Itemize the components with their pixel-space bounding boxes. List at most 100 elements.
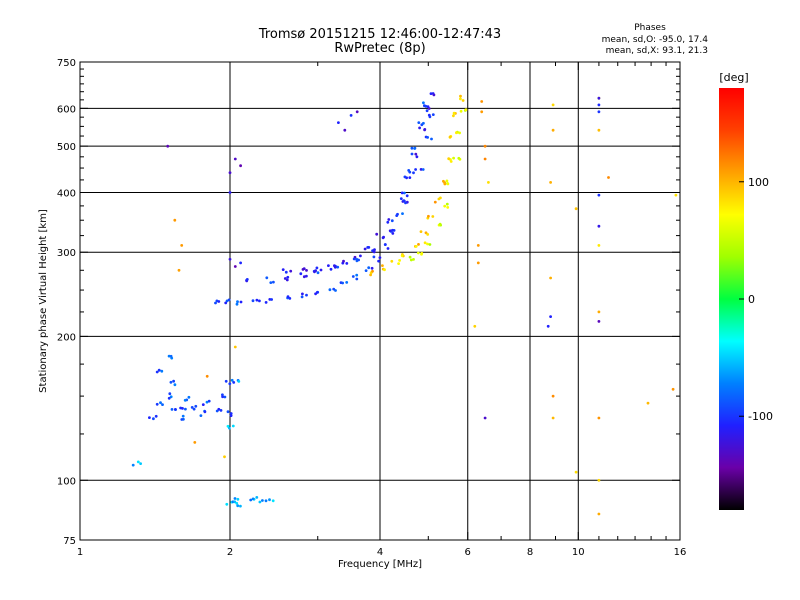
data-point xyxy=(408,170,412,174)
data-point xyxy=(607,176,610,179)
data-point xyxy=(438,222,442,226)
data-point xyxy=(285,278,289,282)
data-point xyxy=(288,297,292,300)
data-point xyxy=(300,295,304,299)
data-point xyxy=(264,499,268,503)
series xyxy=(131,378,275,508)
data-point xyxy=(401,212,404,216)
data-point xyxy=(433,200,437,204)
data-point xyxy=(597,478,601,482)
data-point xyxy=(425,109,429,113)
data-point xyxy=(265,276,269,280)
data-point xyxy=(355,277,359,281)
data-point xyxy=(230,378,234,382)
data-point xyxy=(177,268,181,272)
data-point xyxy=(418,126,421,130)
data-point xyxy=(574,207,578,211)
data-point xyxy=(597,310,601,314)
data-point xyxy=(597,224,601,228)
x-tick-label: 2 xyxy=(227,547,233,558)
y-tick-label: 400 xyxy=(57,188,76,199)
data-point xyxy=(549,181,552,184)
data-point xyxy=(327,264,330,267)
data-point xyxy=(302,275,306,279)
data-point xyxy=(355,258,359,261)
data-point xyxy=(170,408,174,411)
data-point xyxy=(328,288,332,292)
data-point xyxy=(286,275,290,279)
data-point xyxy=(400,191,404,195)
data-point xyxy=(461,99,465,102)
data-point xyxy=(427,113,431,117)
data-point xyxy=(646,401,650,405)
series xyxy=(369,94,465,277)
data-point xyxy=(452,114,455,118)
data-point xyxy=(473,324,477,328)
data-point xyxy=(332,287,336,291)
data-point xyxy=(421,168,425,171)
data-point xyxy=(173,383,177,387)
data-point xyxy=(224,379,228,383)
data-point xyxy=(449,160,453,163)
data-point xyxy=(352,257,356,261)
stats-line-o: mean, sd,O: -95.0, 17.4 xyxy=(602,35,709,45)
data-point xyxy=(251,299,255,303)
data-point xyxy=(549,315,552,318)
data-point xyxy=(483,157,487,161)
data-point xyxy=(349,114,353,117)
data-point xyxy=(168,392,172,396)
data-point xyxy=(333,265,337,269)
data-point xyxy=(301,292,304,296)
data-point xyxy=(417,121,421,124)
data-point xyxy=(372,255,376,259)
data-point xyxy=(155,370,159,374)
data-point xyxy=(236,504,240,508)
data-point xyxy=(207,399,211,403)
data-point xyxy=(166,144,170,148)
y-tick-label: 75 xyxy=(63,536,76,547)
data-point xyxy=(382,235,385,239)
data-point xyxy=(159,401,162,405)
data-point xyxy=(383,268,386,272)
data-point xyxy=(398,259,401,262)
data-point xyxy=(228,171,232,175)
data-point xyxy=(239,300,243,304)
data-point xyxy=(192,407,196,411)
data-point xyxy=(225,502,229,506)
data-point xyxy=(215,299,219,303)
data-point xyxy=(180,244,184,247)
x-tick-label: 16 xyxy=(674,547,687,558)
data-point xyxy=(271,499,275,503)
data-point xyxy=(345,262,349,265)
data-point xyxy=(233,157,237,161)
data-point xyxy=(403,191,406,195)
stats-line-x: mean, sd,X: 93.1, 21.3 xyxy=(606,46,708,56)
data-point xyxy=(457,156,461,160)
data-point xyxy=(180,418,184,421)
data-point xyxy=(148,416,151,419)
data-point xyxy=(173,218,177,222)
data-point xyxy=(223,455,226,459)
data-point xyxy=(381,264,384,267)
colorbar-tick-label: -100 xyxy=(748,410,773,423)
data-point xyxy=(139,462,143,465)
data-point xyxy=(422,101,425,105)
data-point xyxy=(391,228,394,232)
data-point xyxy=(219,409,223,412)
data-point xyxy=(414,152,418,156)
data-point xyxy=(413,147,416,150)
data-point xyxy=(390,259,394,263)
series xyxy=(148,354,236,421)
data-point xyxy=(483,416,487,420)
data-point xyxy=(286,295,290,299)
data-point xyxy=(487,181,490,184)
data-point xyxy=(426,242,429,246)
data-point xyxy=(255,298,259,302)
data-point xyxy=(408,176,412,180)
data-point xyxy=(351,275,355,278)
data-point xyxy=(255,496,259,499)
data-point xyxy=(233,265,237,268)
data-point xyxy=(597,96,601,100)
data-point xyxy=(174,408,177,411)
data-point xyxy=(369,273,372,277)
